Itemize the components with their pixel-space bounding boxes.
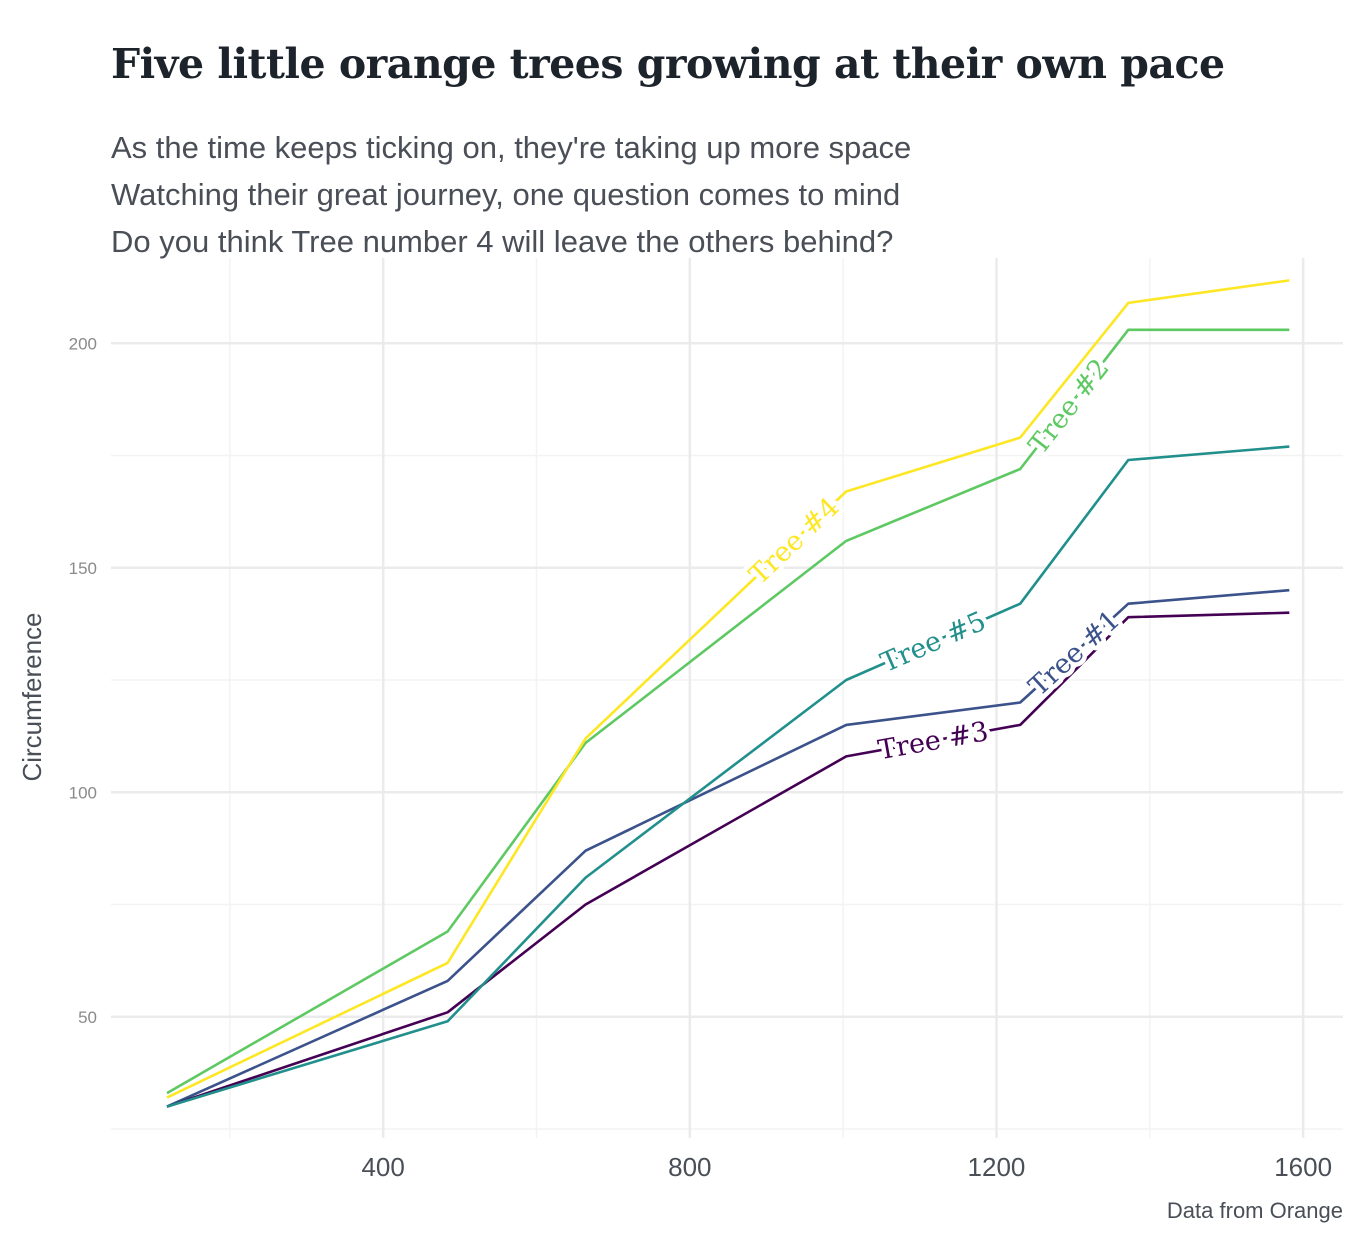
chart-title: Five little orange trees growing at thei…: [111, 40, 1225, 88]
chart-caption: Data from Orange: [1166, 1198, 1343, 1223]
series-label-text: Tree #1: [1023, 605, 1126, 703]
series-line-2: [166, 328, 1290, 1095]
x-tick-label: 400: [361, 1152, 404, 1182]
y-tick-label: 50: [78, 1008, 97, 1027]
series-line-1: [166, 588, 1290, 1108]
y-tick-label: 100: [69, 783, 97, 802]
subtitle-line-1: As the time keeps ticking on, they're ta…: [111, 130, 912, 165]
series-label-5: Tree #5: [872, 601, 995, 683]
series-label-text: Tree #5: [876, 606, 990, 679]
chart-subtitle: As the time keeps ticking on, they're ta…: [111, 124, 911, 265]
series-label-1: Tree #1: [1019, 600, 1131, 707]
series-label-2: Tree #2: [1018, 349, 1120, 465]
x-tick-label: 1200: [968, 1152, 1026, 1182]
y-tick-label: 150: [69, 559, 97, 578]
y-axis-label: Circumference: [17, 612, 47, 781]
series-label-3: Tree #3: [871, 712, 995, 771]
series-lines: [166, 279, 1290, 1108]
series-labels: Tree #1 Tree #2 Tree #3 Tree #4 Tree #5: [739, 349, 1131, 771]
series-label-text: Tree #2: [1023, 353, 1116, 460]
subtitle-line-3: Do you think Tree number 4 will leave th…: [111, 224, 894, 259]
series-line-5: [166, 445, 1290, 1108]
series-line-4: [166, 279, 1290, 1099]
series-label-text: Tree #3: [876, 716, 991, 766]
x-tick-label: 1600: [1274, 1152, 1332, 1182]
series-line-3: [166, 611, 1290, 1108]
subtitle-line-2: Watching their great journey, one questi…: [111, 177, 901, 212]
y-tick-label: 200: [69, 334, 97, 353]
y-tick-labels: 50 100 150 200: [69, 334, 97, 1026]
x-tick-labels: 400 800 1200 1600: [361, 1152, 1332, 1182]
grid-lines: [111, 258, 1343, 1138]
series-label-text: Tree #4: [743, 492, 845, 591]
series-label-4: Tree #4: [739, 487, 850, 595]
x-tick-label: 800: [668, 1152, 711, 1182]
